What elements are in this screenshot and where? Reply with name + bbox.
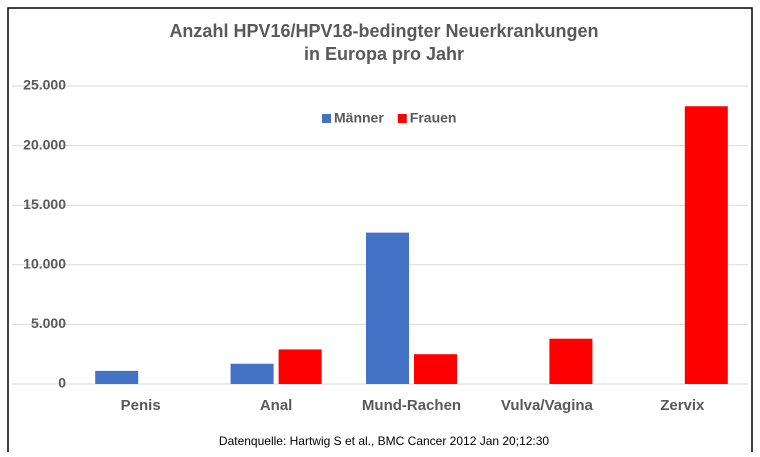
chart-title: in Europa pro Jahr <box>304 44 464 64</box>
legend-swatch <box>322 114 331 123</box>
legend-label: Frauen <box>410 110 457 126</box>
y-tick-label: 10.000 <box>23 256 66 272</box>
bar <box>230 363 274 384</box>
legend-label: Männer <box>334 110 384 126</box>
bar <box>366 232 409 384</box>
x-tick-label: Penis <box>121 397 161 414</box>
bar <box>684 106 728 384</box>
bar <box>95 370 139 384</box>
x-tick-label: Anal <box>260 397 293 414</box>
y-tick-label: 20.000 <box>23 136 66 152</box>
y-tick-label: 15.000 <box>23 196 66 212</box>
bar <box>549 338 593 384</box>
x-tick-label: Mund-Rachen <box>362 397 461 414</box>
chart-title: Anzahl HPV16/HPV18-bedingter Neuerkranku… <box>169 21 598 41</box>
y-tick-label: 5.000 <box>31 315 66 331</box>
source-note: Datenquelle: Hartwig S et al., BMC Cance… <box>219 434 550 448</box>
legend-swatch <box>397 114 407 123</box>
y-tick-label: 0 <box>58 375 66 391</box>
bar <box>278 349 322 384</box>
x-tick-label: Zervix <box>660 397 705 414</box>
y-tick-label: 25.000 <box>23 77 66 93</box>
x-tick-label: Vulva/Vagina <box>501 397 594 414</box>
chart-frame <box>7 7 753 457</box>
bar <box>414 354 457 384</box>
